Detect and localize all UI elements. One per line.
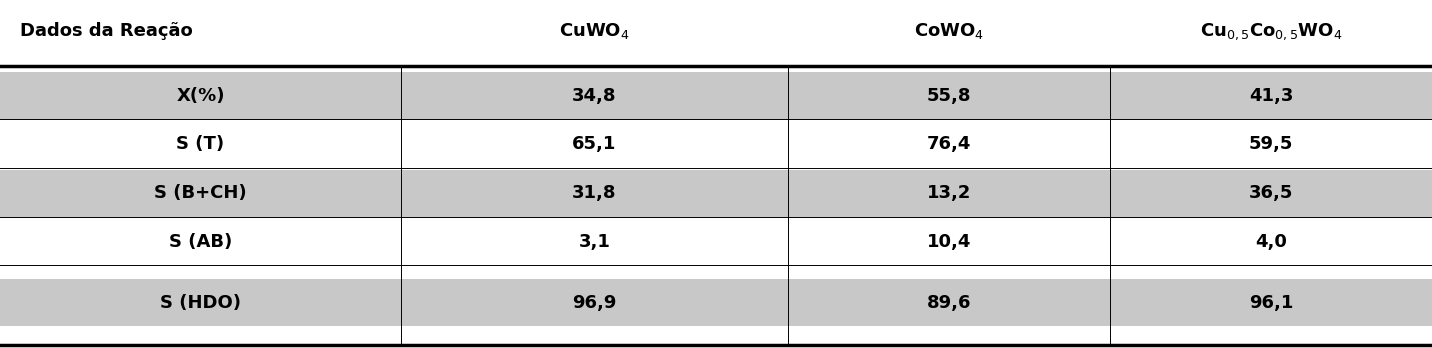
Text: X(%): X(%) (176, 87, 225, 105)
Text: S (AB): S (AB) (169, 233, 232, 251)
Text: 13,2: 13,2 (927, 184, 971, 202)
Text: 89,6: 89,6 (927, 294, 971, 312)
Text: 59,5: 59,5 (1249, 135, 1293, 153)
Text: 34,8: 34,8 (571, 87, 617, 105)
Bar (0, 72, 1432, 119)
Text: Dados da Reação: Dados da Reação (20, 22, 193, 40)
Text: 3,1: 3,1 (579, 233, 610, 251)
Text: CuWO$_4$: CuWO$_4$ (558, 21, 630, 41)
Bar (0, 170, 1432, 216)
Text: 36,5: 36,5 (1249, 184, 1293, 202)
Text: CoWO$_4$: CoWO$_4$ (914, 21, 984, 41)
Text: 96,9: 96,9 (573, 294, 616, 312)
Text: 65,1: 65,1 (573, 135, 616, 153)
Text: 76,4: 76,4 (927, 135, 971, 153)
Text: 31,8: 31,8 (571, 184, 617, 202)
Text: 10,4: 10,4 (927, 233, 971, 251)
Text: 55,8: 55,8 (927, 87, 971, 105)
Bar (0, 279, 1432, 326)
Text: S (B+CH): S (B+CH) (155, 184, 246, 202)
Text: 41,3: 41,3 (1249, 87, 1293, 105)
Text: Cu$_{0,5}$Co$_{0,5}$WO$_4$: Cu$_{0,5}$Co$_{0,5}$WO$_4$ (1200, 21, 1342, 42)
Text: S (HDO): S (HDO) (160, 294, 241, 312)
Text: 96,1: 96,1 (1249, 294, 1293, 312)
Text: 4,0: 4,0 (1254, 233, 1287, 251)
Text: S (T): S (T) (176, 135, 225, 153)
